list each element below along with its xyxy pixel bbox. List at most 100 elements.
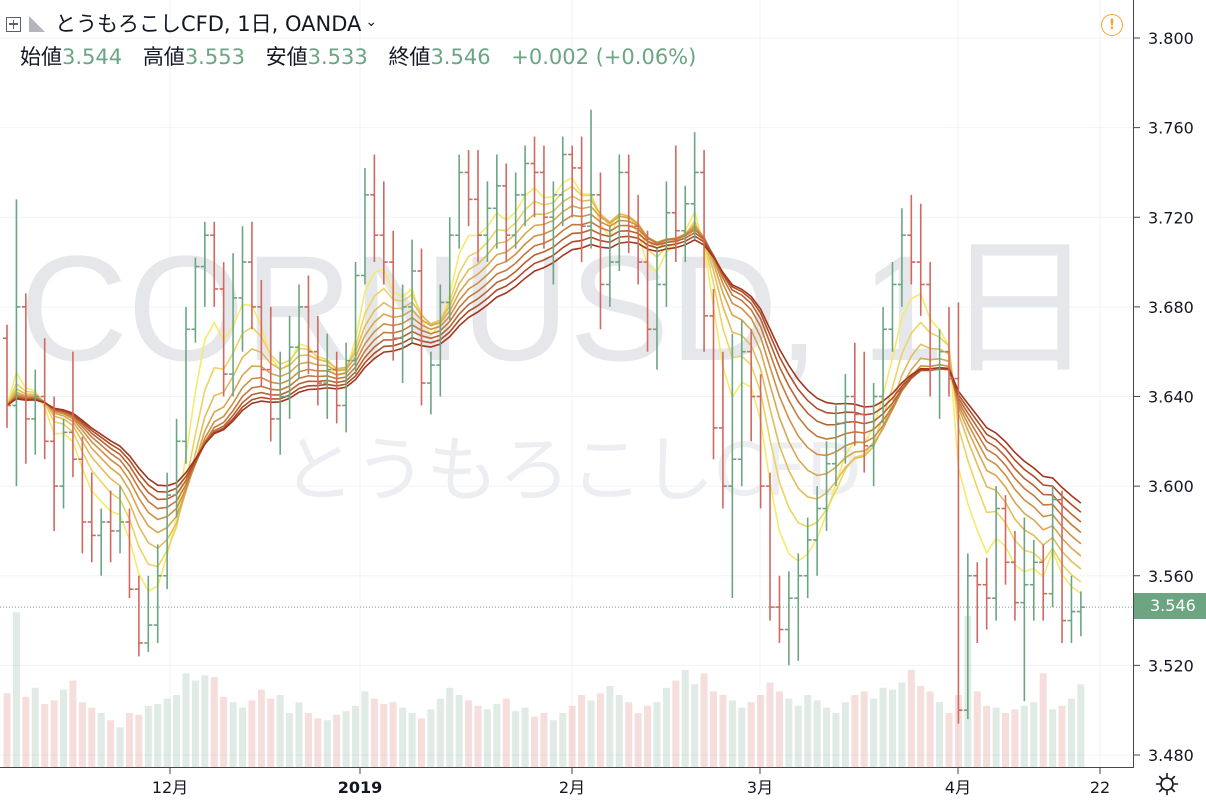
ohlc-bar bbox=[257, 279, 266, 388]
ohlc-bar bbox=[652, 248, 661, 370]
volume-bar bbox=[191, 680, 199, 767]
volume-bar bbox=[907, 669, 915, 767]
volume-bar bbox=[615, 695, 623, 767]
volume-bar bbox=[220, 696, 228, 767]
ohlc-bar bbox=[191, 257, 200, 343]
y-tick-label: 3.520 bbox=[1148, 656, 1194, 675]
volume-bar bbox=[888, 689, 896, 767]
x-tick-label: 22 bbox=[1090, 778, 1110, 797]
ohlc-bar bbox=[313, 315, 322, 406]
ohlc-bar bbox=[1001, 495, 1010, 585]
ohlc-bar bbox=[474, 150, 482, 263]
volume-bar bbox=[578, 695, 586, 767]
flag-icon[interactable] bbox=[29, 16, 45, 32]
ohlc-bar bbox=[21, 293, 30, 464]
volume-bar bbox=[540, 713, 548, 767]
ohlc-bar bbox=[888, 262, 897, 352]
ohlc-bar bbox=[426, 351, 435, 415]
ohlc-bar bbox=[718, 351, 727, 509]
x-tick-label: 2019 bbox=[338, 778, 383, 797]
ohlc-bar bbox=[671, 145, 680, 263]
time-axis[interactable]: 12月 2019 2月 3月 4月 22 bbox=[152, 768, 1110, 797]
warning-icon[interactable]: ! bbox=[1101, 14, 1123, 36]
ohlc-bar bbox=[266, 306, 275, 442]
volume-bar bbox=[757, 695, 765, 767]
ema-line bbox=[6, 238, 1082, 504]
chevron-down-icon[interactable]: ⌄ bbox=[365, 14, 378, 30]
volume-bar bbox=[681, 669, 689, 767]
volume-bar bbox=[954, 695, 962, 767]
plus-box-icon[interactable] bbox=[6, 16, 21, 32]
ohlc-bar bbox=[219, 262, 228, 397]
volume-bar bbox=[813, 700, 821, 767]
ohlc-bar bbox=[568, 145, 577, 218]
volume-bar bbox=[210, 677, 218, 767]
volume-bar bbox=[945, 713, 953, 767]
volume-bar bbox=[286, 713, 294, 767]
ohlc-bar bbox=[662, 181, 671, 307]
ohlc-bar bbox=[172, 418, 181, 518]
high-value: 3.553 bbox=[184, 45, 245, 69]
volume-bar bbox=[521, 707, 529, 767]
ohlc-bar bbox=[831, 405, 840, 487]
ohlc-bar bbox=[784, 571, 793, 666]
volume-bar bbox=[917, 686, 925, 767]
volume-bars bbox=[3, 612, 1085, 767]
price-axis[interactable]: 3.800 3.760 3.720 3.680 3.640 3.600 3.560 3.520… bbox=[1134, 29, 1194, 765]
ohlc-bar bbox=[464, 150, 473, 227]
ohlc-bar bbox=[747, 329, 756, 442]
volume-bar bbox=[88, 707, 96, 767]
volume-bar bbox=[1067, 698, 1075, 767]
volume-bar bbox=[229, 702, 237, 767]
ohlc-bars bbox=[3, 109, 1085, 724]
volume-bar bbox=[352, 705, 360, 767]
volume-bar bbox=[728, 700, 736, 767]
ohlc-bar bbox=[587, 109, 596, 249]
ohlc-bar bbox=[483, 181, 492, 263]
ohlc-bar bbox=[577, 136, 586, 263]
ohlc-bar bbox=[125, 508, 134, 599]
high-label: 高値 bbox=[142, 45, 185, 69]
y-tick-label: 3.600 bbox=[1148, 477, 1194, 496]
ohlc-bar bbox=[992, 486, 1001, 621]
volume-bar bbox=[135, 714, 143, 767]
ohlc-bar bbox=[332, 351, 341, 424]
volume-bar bbox=[1011, 709, 1019, 767]
ohlc-bar bbox=[605, 226, 614, 307]
close-value: 3.546 bbox=[430, 45, 491, 69]
ohlc-bar bbox=[229, 253, 238, 397]
volume-bar bbox=[512, 711, 520, 767]
symbol-title[interactable]: とうもろこしCFD, 1日, OANDA bbox=[55, 12, 362, 36]
volume-bar bbox=[446, 687, 454, 767]
ohlc-bar bbox=[558, 136, 567, 227]
x-tick-label: 2月 bbox=[559, 778, 585, 797]
volume-bar bbox=[295, 702, 303, 767]
ohlc-bar bbox=[31, 369, 40, 455]
volume-bar bbox=[333, 714, 341, 767]
close-label: 終値 bbox=[388, 45, 431, 69]
volume-bar bbox=[173, 695, 181, 767]
volume-bar bbox=[1020, 705, 1028, 767]
volume-bar bbox=[860, 691, 868, 767]
volume-bar bbox=[389, 702, 397, 767]
gear-icon[interactable] bbox=[1155, 772, 1179, 796]
volume-bar bbox=[747, 702, 755, 767]
ohlc-bar bbox=[295, 284, 304, 379]
volume-bar bbox=[502, 698, 510, 767]
y-tick-label: 3.680 bbox=[1148, 298, 1194, 317]
low-value: 3.533 bbox=[307, 45, 368, 69]
volume-bar bbox=[662, 687, 670, 767]
volume-bar bbox=[823, 707, 831, 767]
y-tick-label: 3.560 bbox=[1148, 567, 1194, 586]
ohlc-bar bbox=[153, 544, 162, 643]
ohlc-bar bbox=[492, 154, 501, 249]
volume-bar bbox=[841, 702, 849, 767]
volume-bar bbox=[370, 698, 378, 767]
volume-bar bbox=[870, 698, 878, 767]
volume-bar bbox=[1030, 702, 1038, 767]
ohlc-bar bbox=[596, 172, 605, 330]
volume-bar bbox=[408, 713, 416, 767]
volume-bar bbox=[483, 709, 491, 767]
